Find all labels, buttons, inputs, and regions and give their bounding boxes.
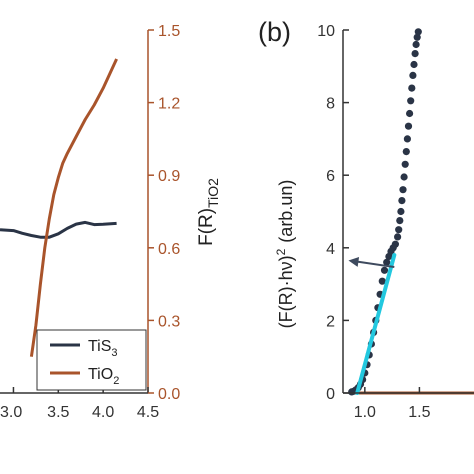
panel-a-series	[0, 58, 118, 357]
series-line-tis3	[0, 220, 117, 239]
y-tick-label: 6	[326, 168, 335, 185]
y-tick-label: 2	[326, 313, 335, 330]
right-tick-label: 1.5	[158, 23, 180, 40]
data-point-tis3	[396, 217, 404, 225]
panel-a-legend: TiS3 TiO2	[36, 329, 147, 391]
panel-b-x-ticks: 1.0 1.5	[354, 387, 431, 421]
data-point-tis3	[404, 122, 413, 130]
data-point-tis3	[400, 173, 408, 181]
legend-tis3-label: TiS3	[88, 338, 118, 359]
x-tick-label: 4.5	[137, 404, 159, 421]
panel-a-right-axis-label: F(R)TiO2	[196, 178, 221, 246]
x-tick-label: 1.5	[408, 404, 430, 421]
y-tick-label: 0	[326, 386, 335, 403]
panel-a: 3.0 3.5 4.0 4.5 0.0 0.3 0.6 0.9 1.2 1.5 F(R)TiO2…	[0, 23, 221, 421]
data-point-tis3	[402, 148, 410, 156]
y-tick-label: 8	[326, 96, 335, 113]
data-point-tis3	[378, 277, 386, 285]
data-point-tis3	[380, 266, 389, 274]
data-point-tis3	[398, 197, 406, 205]
y-tick-label: 4	[326, 241, 335, 258]
panel-b-y-ticks: 0 2 4 6 8 10	[317, 23, 349, 403]
data-point-tis3	[383, 258, 391, 266]
data-point-tis3	[395, 226, 403, 234]
right-tick-label: 0.3	[158, 313, 180, 330]
panel-a-right-ticks: 0.0 0.3 0.6 0.9 1.2 1.5	[148, 23, 180, 403]
right-tick-label: 1.2	[158, 96, 180, 113]
y-tick-label: 10	[317, 23, 335, 40]
right-tick-label: 0.6	[158, 241, 180, 258]
data-point-tis3	[394, 233, 402, 241]
linear-fit-line	[355, 253, 397, 395]
data-point-tis3	[407, 97, 415, 105]
data-point-tis3	[399, 186, 407, 194]
data-point-tis3	[391, 240, 399, 248]
panel-b-y-axis-label: (F(R)·hν)2(arb.un)	[274, 180, 296, 329]
data-point-tis3	[409, 71, 417, 79]
data-point-tis3	[411, 50, 419, 58]
data-point-tis3	[410, 60, 418, 69]
data-point-tis3	[403, 135, 411, 143]
data-point-tis3	[412, 40, 420, 49]
legend-tio2-label: TiO2	[88, 366, 119, 387]
x-tick-label: 3.0	[0, 404, 22, 421]
annotation-arrow-shaft	[356, 260, 395, 269]
data-point-tis3	[406, 109, 414, 118]
panel-b-series	[348, 28, 474, 396]
data-point-tis3	[401, 160, 409, 168]
panel-a-x-ticks: 3.0 3.5 4.0 4.5	[0, 387, 159, 421]
right-tick-label: 0.9	[158, 168, 180, 185]
data-point-tis3	[413, 33, 421, 41]
x-tick-label: 4.0	[92, 404, 114, 421]
x-tick-label: 3.5	[47, 404, 69, 421]
panel-b: (b) 1.0 1.5 0 2 4 6 8 10 (F(R)·hν)2(arb.un)	[258, 17, 474, 421]
x-tick-label: 1.0	[354, 404, 376, 421]
legend-box	[36, 329, 147, 391]
data-point-tis3	[414, 28, 422, 36]
panel-b-label: (b)	[258, 17, 291, 47]
annotation-arrow-head	[348, 256, 360, 267]
right-tick-label: 0.0	[158, 386, 180, 403]
data-point-tis3	[397, 207, 405, 216]
series-line-tio2	[29, 58, 118, 357]
data-point-tis3	[408, 84, 416, 92]
